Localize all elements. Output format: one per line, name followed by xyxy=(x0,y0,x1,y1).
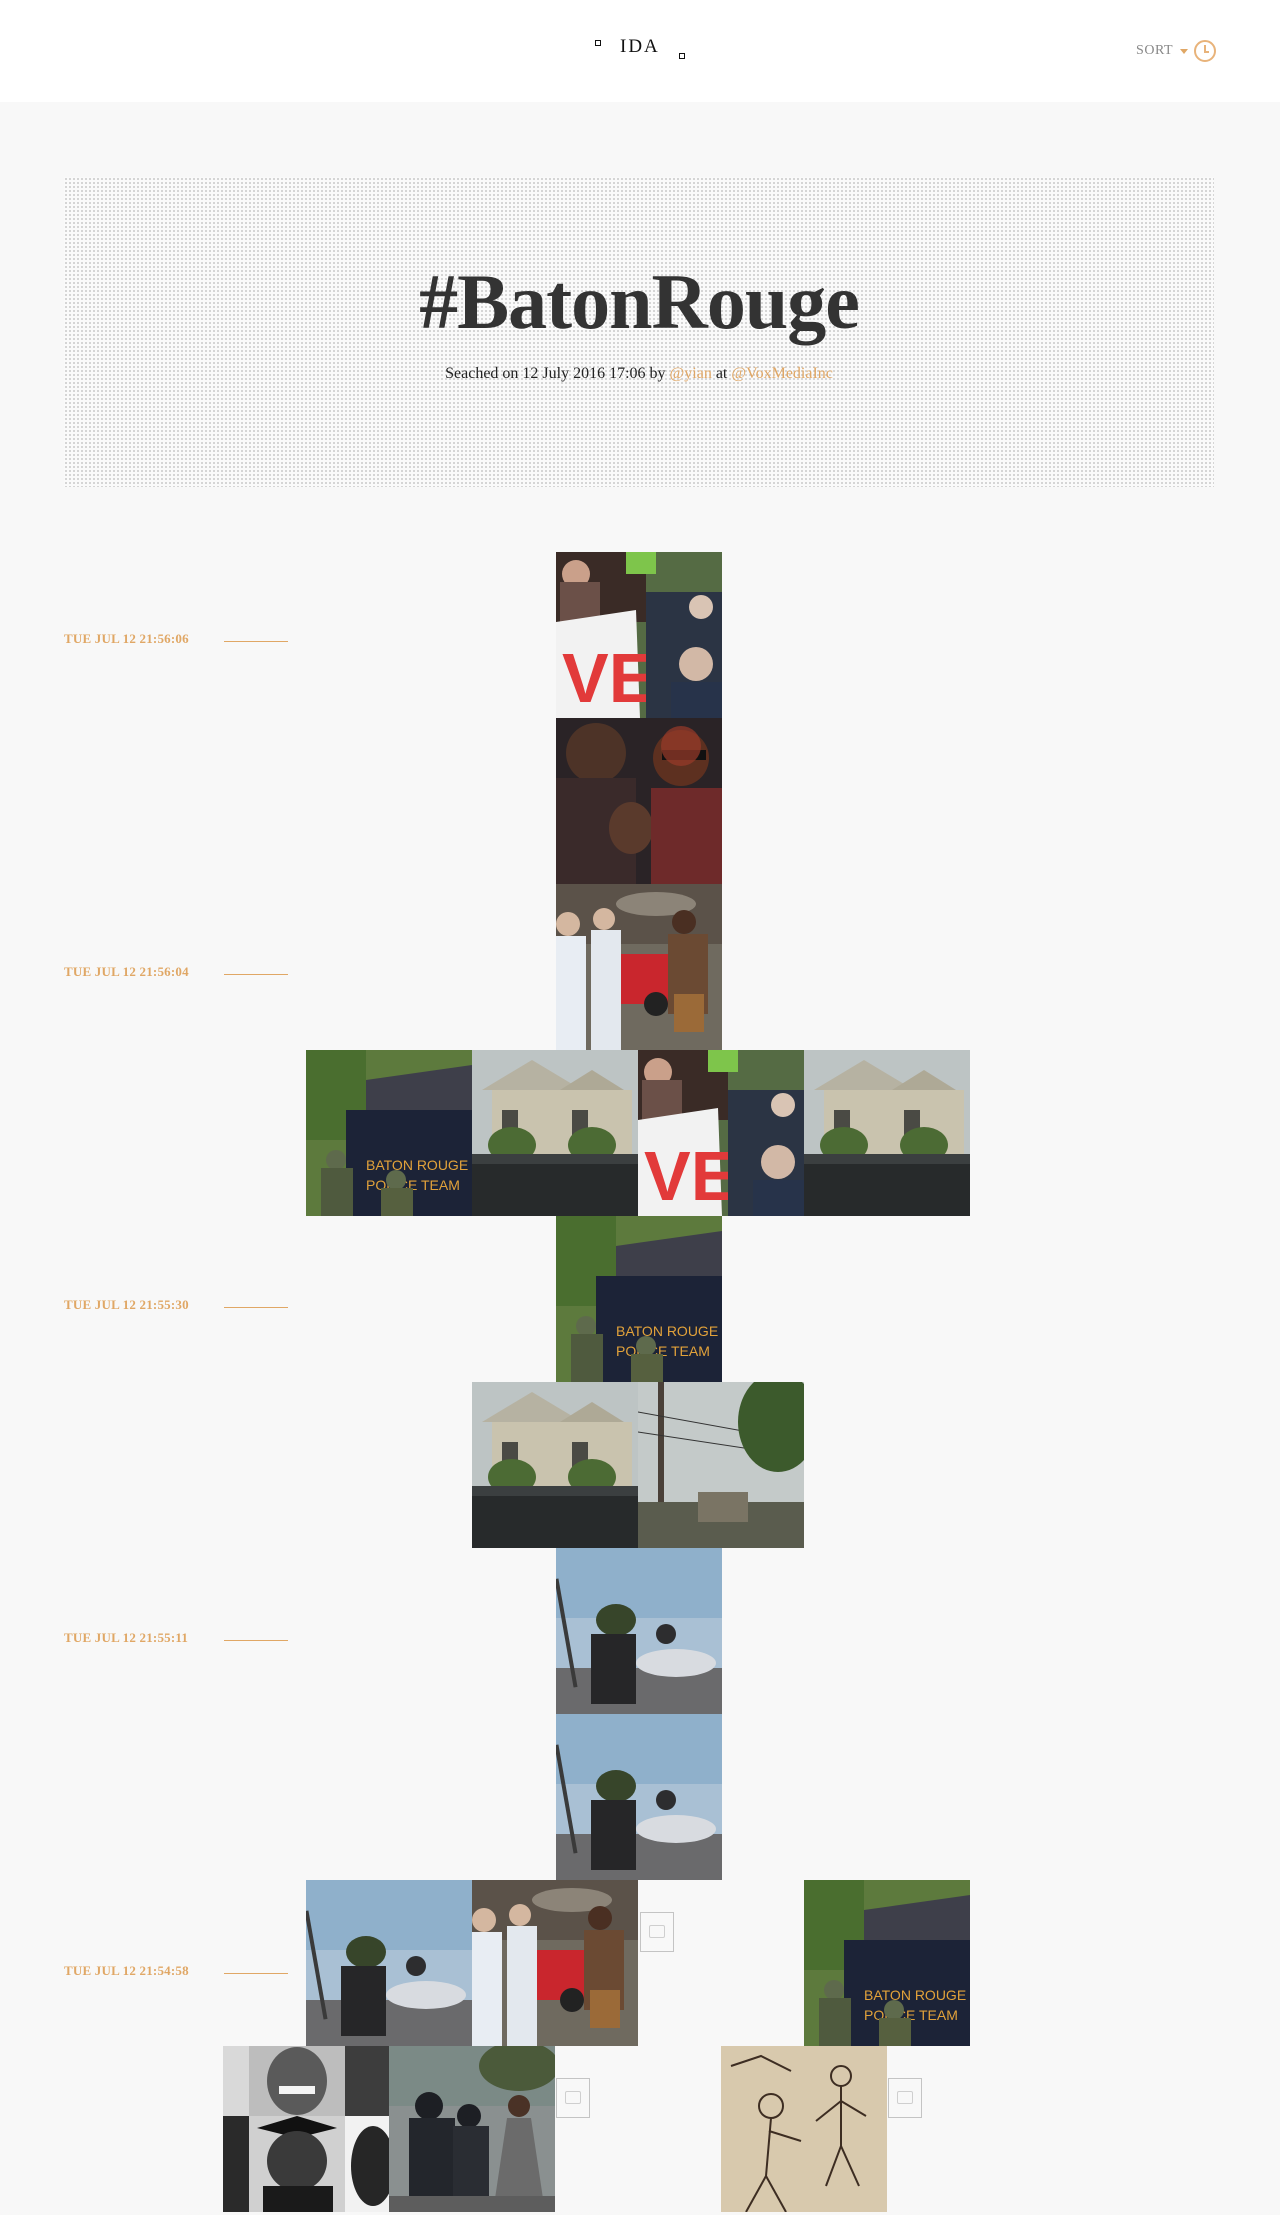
svg-text:BATON ROUGE: BATON ROUGE xyxy=(864,1987,966,2003)
photo-tile-house-crowd[interactable] xyxy=(472,1382,638,1548)
timeline-timestamp: TUE JUL 12 21:55:30 xyxy=(64,1297,189,1312)
photo-tile-police-truck[interactable]: BATON ROUGE POLICE TEAM xyxy=(306,1050,472,1216)
top-bar: IDA SORT xyxy=(0,0,1280,102)
photo-tile-street-pole[interactable] xyxy=(638,1382,804,1548)
sort-button[interactable]: SORT xyxy=(1136,38,1216,64)
sort-label: SORT xyxy=(1136,43,1173,58)
svg-text:VE: VE xyxy=(644,1137,737,1215)
photo-tile-police-truck[interactable]: BATON ROUGE POLICE TEAM xyxy=(556,1216,722,1382)
photo-tile-protest-street[interactable] xyxy=(472,1880,638,2046)
timeline-timestamp: TUE JUL 12 21:54:58 xyxy=(64,1963,189,1978)
timeline-timestamp: TUE JUL 12 21:56:06 xyxy=(64,631,189,646)
timeline-tick xyxy=(224,974,288,975)
clock-icon xyxy=(1194,40,1216,62)
timeline-timestamp: TUE JUL 12 21:55:11 xyxy=(64,1630,189,1645)
svg-text:BATON ROUGE: BATON ROUGE xyxy=(366,1157,468,1173)
search-hero: #BatonRouge Seached on 12 July 2016 17:0… xyxy=(64,177,1214,487)
logo-mark-icon xyxy=(595,40,601,46)
photo-tile-protest-sign[interactable]: VE xyxy=(638,1050,804,1216)
logo[interactable]: IDA xyxy=(620,36,660,57)
svg-text:BATON ROUGE: BATON ROUGE xyxy=(616,1323,718,1339)
photo-tile-blurry-fight[interactable] xyxy=(556,1714,722,1880)
user-link[interactable]: @yian xyxy=(669,365,712,382)
photo-tile-sketch[interactable] xyxy=(721,2046,887,2212)
timeline-tick xyxy=(224,1973,288,1974)
caret-down-icon xyxy=(1180,48,1188,54)
search-meta: Seached on 12 July 2016 17:06 by @yian a… xyxy=(64,365,1214,383)
photo-tile-blurry-fight[interactable] xyxy=(306,1880,472,2046)
timeline-tick xyxy=(224,641,288,642)
photo-tile-police-truck[interactable]: BATON ROUGE POLICE TEAM xyxy=(804,1880,970,2046)
broken-image-icon[interactable] xyxy=(888,2078,922,2118)
timeline-timestamp: TUE JUL 12 21:56:04 xyxy=(64,964,189,979)
photo-tile-protest-sign[interactable]: VE xyxy=(556,552,722,718)
org-link[interactable]: @VoxMediaInc xyxy=(731,365,833,382)
photo-tile-mugshot-collage[interactable] xyxy=(223,2046,389,2212)
photo-tile-house-crowd[interactable] xyxy=(472,1050,638,1216)
search-meta-middle: at xyxy=(711,365,732,382)
photo-tile-blurry-fight[interactable] xyxy=(556,1548,722,1714)
logo-mark-icon xyxy=(679,53,685,59)
search-meta-prefix: Seached on 12 July 2016 17:06 by xyxy=(445,365,670,382)
photo-tile-house-crowd[interactable] xyxy=(804,1050,970,1216)
timeline-tick xyxy=(224,1307,288,1308)
photo-tile-protest-street[interactable] xyxy=(556,884,722,1050)
page-title: #BatonRouge xyxy=(419,258,860,345)
photo-tile-man-fist[interactable] xyxy=(556,718,722,884)
broken-image-icon[interactable] xyxy=(640,1912,674,1952)
svg-text:VE: VE xyxy=(562,639,655,717)
broken-image-icon[interactable] xyxy=(556,2078,590,2118)
photo-tile-police-arrest[interactable] xyxy=(389,2046,555,2212)
timeline-tick xyxy=(224,1640,288,1641)
